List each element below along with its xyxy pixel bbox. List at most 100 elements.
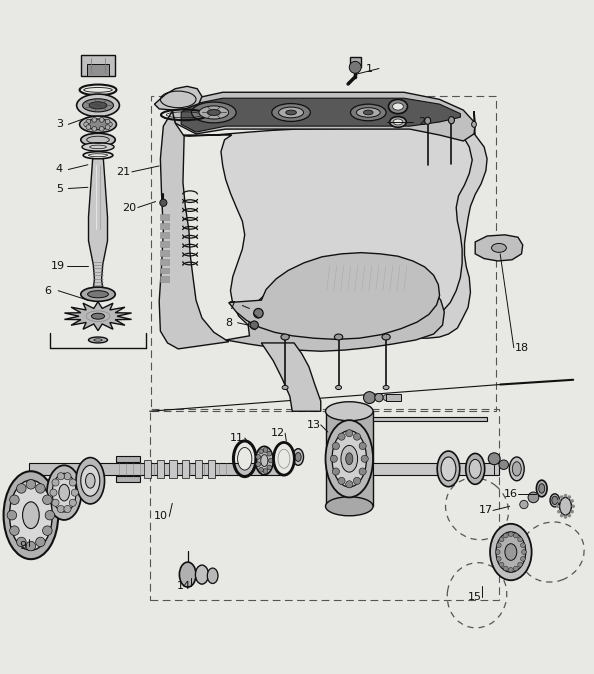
- Circle shape: [52, 479, 59, 486]
- Polygon shape: [226, 273, 444, 351]
- Circle shape: [570, 510, 574, 514]
- Circle shape: [36, 484, 45, 493]
- Ellipse shape: [81, 465, 100, 496]
- Circle shape: [86, 119, 91, 124]
- Text: 4: 4: [56, 164, 63, 175]
- Ellipse shape: [346, 453, 353, 464]
- Ellipse shape: [271, 104, 310, 121]
- Circle shape: [564, 515, 567, 519]
- Ellipse shape: [238, 448, 252, 470]
- Ellipse shape: [76, 458, 105, 504]
- Polygon shape: [195, 460, 202, 478]
- Circle shape: [99, 117, 104, 122]
- Circle shape: [17, 537, 26, 547]
- Circle shape: [338, 433, 345, 440]
- Circle shape: [504, 566, 508, 571]
- Text: 20: 20: [122, 202, 137, 212]
- Circle shape: [10, 495, 19, 505]
- Circle shape: [520, 500, 528, 509]
- Circle shape: [375, 394, 383, 402]
- Circle shape: [105, 119, 110, 124]
- Ellipse shape: [336, 386, 342, 390]
- Polygon shape: [169, 460, 176, 478]
- Text: 10: 10: [153, 512, 168, 522]
- Ellipse shape: [255, 446, 273, 474]
- Circle shape: [522, 550, 526, 555]
- Circle shape: [259, 449, 263, 454]
- Circle shape: [488, 453, 500, 464]
- Ellipse shape: [4, 471, 58, 559]
- Ellipse shape: [356, 108, 380, 117]
- Circle shape: [332, 468, 339, 475]
- Text: 11: 11: [229, 433, 244, 443]
- Ellipse shape: [448, 117, 454, 124]
- Polygon shape: [326, 411, 373, 506]
- Circle shape: [43, 495, 52, 505]
- Ellipse shape: [191, 102, 236, 123]
- Polygon shape: [116, 476, 140, 482]
- Circle shape: [92, 117, 97, 122]
- Circle shape: [7, 510, 17, 520]
- Ellipse shape: [437, 451, 460, 487]
- Polygon shape: [160, 268, 169, 274]
- Circle shape: [69, 499, 77, 506]
- Polygon shape: [81, 55, 115, 75]
- Circle shape: [349, 61, 361, 73]
- Ellipse shape: [393, 103, 403, 110]
- Circle shape: [105, 125, 110, 129]
- Text: 19: 19: [51, 261, 65, 271]
- Circle shape: [520, 543, 525, 547]
- Polygon shape: [475, 235, 523, 261]
- Circle shape: [267, 452, 271, 456]
- Polygon shape: [64, 302, 132, 331]
- Circle shape: [268, 458, 273, 463]
- Ellipse shape: [281, 334, 289, 340]
- Circle shape: [557, 510, 561, 514]
- Bar: [350, 57, 361, 67]
- Polygon shape: [160, 249, 169, 255]
- Polygon shape: [160, 223, 169, 229]
- Circle shape: [359, 442, 366, 450]
- Circle shape: [518, 562, 523, 567]
- Ellipse shape: [466, 454, 485, 485]
- Ellipse shape: [491, 243, 506, 252]
- Circle shape: [499, 562, 504, 567]
- Text: 21: 21: [116, 167, 131, 177]
- Circle shape: [346, 481, 353, 488]
- Text: 13: 13: [307, 420, 321, 430]
- Ellipse shape: [81, 287, 115, 301]
- Circle shape: [45, 510, 55, 520]
- Circle shape: [160, 200, 167, 206]
- Ellipse shape: [512, 462, 522, 476]
- Ellipse shape: [326, 497, 373, 516]
- Text: 5: 5: [56, 183, 63, 193]
- Ellipse shape: [195, 565, 208, 584]
- Text: 2: 2: [418, 117, 425, 127]
- Circle shape: [71, 489, 78, 496]
- Ellipse shape: [207, 568, 218, 584]
- Ellipse shape: [88, 290, 108, 298]
- Polygon shape: [172, 92, 475, 141]
- Text: 18: 18: [514, 342, 529, 353]
- Circle shape: [518, 537, 523, 542]
- Ellipse shape: [282, 386, 288, 390]
- Ellipse shape: [536, 480, 547, 497]
- Circle shape: [338, 477, 345, 485]
- Circle shape: [508, 532, 513, 537]
- Polygon shape: [175, 128, 472, 346]
- Ellipse shape: [364, 110, 373, 115]
- Circle shape: [256, 454, 261, 459]
- Circle shape: [346, 429, 353, 437]
- Ellipse shape: [278, 450, 290, 468]
- Polygon shape: [87, 64, 109, 75]
- Ellipse shape: [279, 107, 304, 118]
- Ellipse shape: [47, 465, 81, 520]
- Bar: [151, 96, 496, 411]
- Ellipse shape: [441, 457, 456, 481]
- Polygon shape: [248, 111, 487, 344]
- Circle shape: [564, 494, 567, 497]
- Circle shape: [504, 533, 508, 538]
- Polygon shape: [373, 463, 499, 474]
- Circle shape: [567, 495, 571, 499]
- Ellipse shape: [326, 402, 373, 421]
